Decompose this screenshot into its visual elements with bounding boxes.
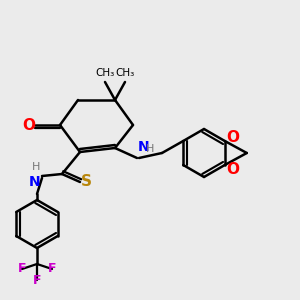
Text: F: F	[48, 262, 56, 275]
Text: S: S	[80, 175, 92, 190]
Text: N: N	[28, 175, 40, 189]
Text: F: F	[18, 262, 26, 275]
Text: O: O	[226, 161, 239, 176]
Text: N: N	[138, 140, 150, 154]
Text: H: H	[32, 162, 40, 172]
Text: F: F	[33, 274, 41, 286]
Text: O: O	[226, 130, 239, 145]
Text: CH₃: CH₃	[116, 68, 135, 78]
Text: O: O	[22, 118, 35, 133]
Text: H: H	[146, 144, 154, 154]
Text: CH₃: CH₃	[95, 68, 115, 78]
